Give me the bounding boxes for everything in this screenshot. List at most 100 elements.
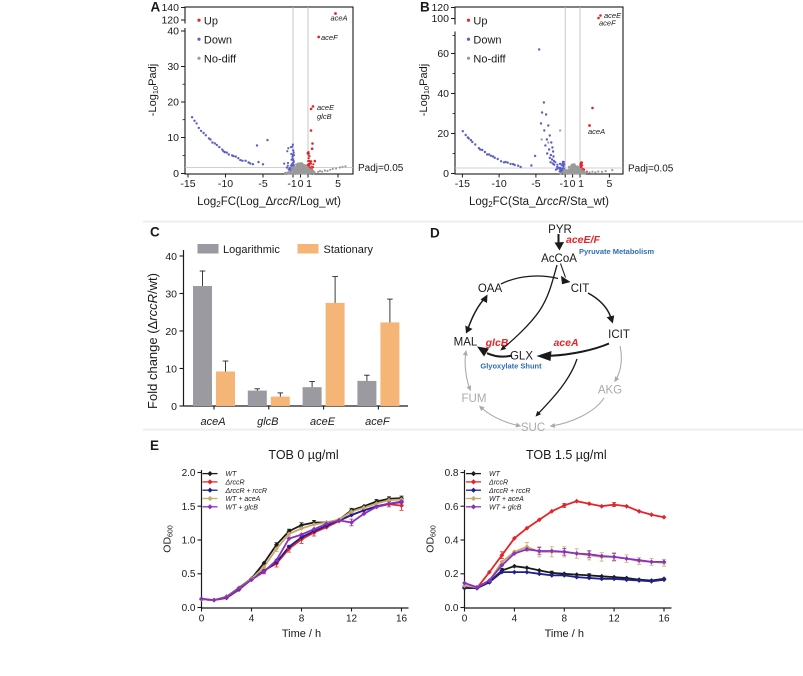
svg-text:1.5: 1.5	[182, 502, 196, 513]
svg-text:Padj=0.05: Padj=0.05	[628, 164, 674, 175]
svg-text:Stationary: Stationary	[324, 244, 374, 256]
svg-text:AcCoA: AcCoA	[541, 253, 577, 265]
svg-text:aceA: aceA	[553, 337, 578, 349]
svg-text:-10: -10	[492, 178, 507, 190]
svg-text:0: 0	[199, 614, 205, 625]
svg-text:SUC: SUC	[521, 422, 545, 434]
svg-text:ICIT: ICIT	[608, 329, 630, 341]
svg-text:0.4: 0.4	[445, 536, 459, 547]
svg-text:-Log10Padj: -Log10Padj	[147, 64, 160, 116]
svg-text:WT + aceA: WT + aceA	[226, 496, 261, 503]
svg-text:OAA: OAA	[478, 283, 503, 295]
svg-text:aceE: aceE	[604, 11, 622, 20]
svg-text:Time / h: Time / h	[282, 628, 321, 640]
svg-text:0.8: 0.8	[445, 468, 459, 479]
svg-text:ΔrccR + rccR: ΔrccR + rccR	[225, 488, 267, 495]
svg-text:4: 4	[512, 614, 518, 625]
svg-text:E: E	[150, 438, 159, 453]
svg-text:-15: -15	[455, 178, 470, 190]
svg-text:aceF: aceF	[599, 19, 616, 28]
svg-text:No-diff: No-diff	[204, 54, 237, 66]
svg-text:C: C	[150, 225, 160, 240]
svg-text:aceA: aceA	[588, 127, 605, 136]
svg-text:0: 0	[570, 178, 576, 190]
svg-text:100: 100	[431, 13, 449, 25]
svg-text:WT: WT	[226, 471, 238, 478]
svg-text:-1: -1	[287, 178, 296, 190]
svg-text:0.0: 0.0	[182, 603, 196, 614]
svg-text:0: 0	[443, 168, 449, 180]
svg-text:20: 20	[167, 97, 179, 109]
svg-text:B: B	[420, 0, 430, 15]
svg-text:0.2: 0.2	[445, 569, 459, 580]
svg-text:-1: -1	[560, 178, 569, 190]
svg-text:30: 30	[165, 288, 177, 300]
svg-text:GLX: GLX	[510, 351, 533, 363]
svg-text:5: 5	[335, 178, 341, 190]
svg-text:16: 16	[658, 614, 670, 625]
svg-text:20: 20	[437, 128, 449, 140]
svg-text:CIT: CIT	[571, 283, 590, 295]
svg-text:ΔrccR: ΔrccR	[225, 480, 245, 487]
svg-text:Log2FC(Log_ΔrccR/Log_wt): Log2FC(Log_ΔrccR/Log_wt)	[197, 196, 341, 209]
svg-text:Pyruvate Metabolism: Pyruvate Metabolism	[579, 247, 654, 256]
svg-text:0.6: 0.6	[445, 502, 459, 513]
svg-text:Down: Down	[204, 35, 232, 47]
svg-text:glcB: glcB	[257, 416, 278, 428]
svg-text:aceE/F: aceE/F	[566, 234, 600, 246]
svg-text:40: 40	[165, 251, 177, 263]
svg-text:Glyoxylate Shunt: Glyoxylate Shunt	[480, 362, 542, 371]
svg-text:8: 8	[299, 614, 305, 625]
svg-text:ΔrccR: ΔrccR	[488, 480, 508, 487]
svg-text:20: 20	[165, 326, 177, 338]
svg-text:aceA: aceA	[200, 416, 225, 428]
svg-text:TOB 0 µg/ml: TOB 0 µg/ml	[268, 448, 338, 462]
svg-text:5: 5	[606, 178, 612, 190]
svg-text:120: 120	[431, 2, 449, 14]
svg-text:A: A	[151, 0, 161, 15]
svg-text:D: D	[430, 226, 440, 241]
svg-text:140: 140	[161, 2, 179, 14]
svg-text:WT: WT	[489, 471, 501, 478]
svg-text:1: 1	[306, 178, 312, 190]
svg-text:Logarithmic: Logarithmic	[223, 244, 280, 256]
svg-text:-5: -5	[531, 178, 540, 190]
svg-text:Fold change (ΔrccR/wt): Fold change (ΔrccR/wt)	[145, 273, 160, 409]
svg-text:No-diff: No-diff	[473, 54, 506, 66]
svg-text:1.0: 1.0	[182, 536, 196, 547]
svg-text:aceE: aceE	[317, 103, 335, 112]
svg-text:16: 16	[396, 614, 408, 625]
svg-text:0: 0	[298, 178, 304, 190]
svg-text:aceF: aceF	[321, 33, 338, 42]
svg-text:Padj=0.05: Padj=0.05	[358, 163, 404, 174]
svg-text:TOB 1.5 µg/ml: TOB 1.5 µg/ml	[526, 448, 607, 462]
svg-text:0: 0	[462, 614, 468, 625]
svg-text:30: 30	[167, 61, 179, 73]
svg-text:-10: -10	[218, 178, 233, 190]
svg-text:FUM: FUM	[462, 393, 487, 405]
svg-text:AKG: AKG	[598, 385, 622, 397]
svg-text:-15: -15	[180, 178, 195, 190]
svg-text:glcB: glcB	[317, 112, 332, 121]
svg-text:10: 10	[165, 363, 177, 375]
svg-text:0.0: 0.0	[445, 603, 459, 614]
svg-text:-Log10Padj: -Log10Padj	[418, 64, 431, 116]
svg-text:0: 0	[173, 168, 179, 180]
svg-text:40: 40	[167, 26, 179, 38]
svg-text:4: 4	[249, 614, 255, 625]
svg-text:120: 120	[161, 15, 179, 27]
svg-text:MAL: MAL	[454, 337, 478, 349]
svg-text:Down: Down	[473, 35, 501, 47]
svg-text:12: 12	[609, 614, 621, 625]
svg-text:PYR: PYR	[548, 224, 572, 236]
svg-text:Time / h: Time / h	[545, 628, 584, 640]
svg-text:12: 12	[346, 614, 358, 625]
svg-text:60: 60	[437, 48, 449, 60]
svg-text:aceA: aceA	[330, 14, 347, 23]
svg-text:-5: -5	[258, 178, 267, 190]
svg-text:ΔrccR + rccR: ΔrccR + rccR	[488, 488, 530, 495]
svg-text:WT + aceA: WT + aceA	[489, 496, 524, 503]
svg-text:Log2FC(Sta_ΔrccR/Sta_wt): Log2FC(Sta_ΔrccR/Sta_wt)	[469, 196, 609, 209]
svg-text:aceE: aceE	[310, 416, 336, 428]
svg-text:WT + glcB: WT + glcB	[489, 504, 522, 511]
